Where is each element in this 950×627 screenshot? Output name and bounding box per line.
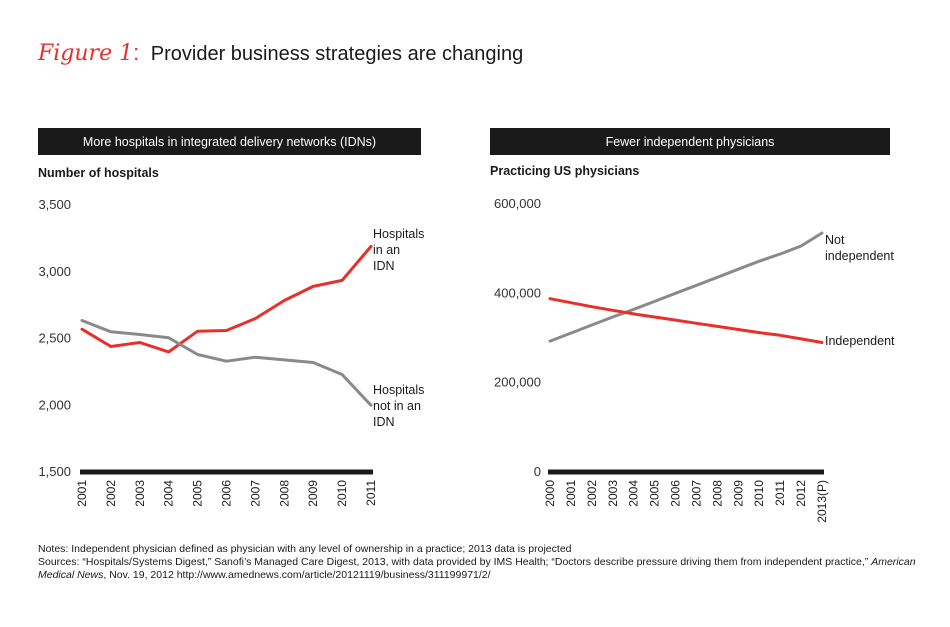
right-x-tick-label: 2010 xyxy=(752,480,766,507)
left-x-tick-label: 2001 xyxy=(75,480,89,507)
left-series-line-2 xyxy=(80,319,373,407)
left-x-tick-label: 2008 xyxy=(277,480,291,507)
left-y-tick-label: 3,500 xyxy=(38,197,71,212)
left-x-tick-label: 2010 xyxy=(335,480,349,507)
left-series-label-line: Hospitals xyxy=(373,383,424,397)
right-x-tick-label: 2013(P) xyxy=(815,480,829,523)
right-series-label-line: Not xyxy=(825,233,845,247)
right-series-line-2 xyxy=(548,297,824,344)
left-x-tick-label: 2011 xyxy=(364,480,378,506)
right-y-tick-label: 400,000 xyxy=(494,285,541,300)
left-y-tick-label: 3,000 xyxy=(38,264,71,279)
right-panel-header: Fewer independent physicians xyxy=(490,128,890,155)
left-x-tick-label: 2002 xyxy=(104,480,118,507)
right-y-tick-label: 200,000 xyxy=(494,375,541,390)
right-series-label-line: Independent xyxy=(825,334,895,348)
right-x-tick-label: 2006 xyxy=(669,480,683,507)
figure-colon: : xyxy=(133,40,140,65)
right-x-tick-label: 2012 xyxy=(794,480,808,507)
left-series-label-line: IDN xyxy=(373,415,395,429)
notes: Notes: Independent physician defined as … xyxy=(38,543,918,582)
left-series-label-line: Hospitals xyxy=(373,227,424,241)
notes-line: Notes: Independent physician defined as … xyxy=(38,543,572,555)
left-y-tick-label: 1,500 xyxy=(38,464,71,479)
left-y-tick-label: 2,000 xyxy=(38,397,71,412)
left-x-tick-label: 2006 xyxy=(220,480,234,507)
right-x-tick-label: 2003 xyxy=(606,480,620,507)
left-y-tick-label: 2,500 xyxy=(38,331,71,346)
left-series-line-1 xyxy=(80,244,373,354)
right-x-tick-label: 2009 xyxy=(731,480,745,507)
figure-title: Figure 1: Provider business strategies a… xyxy=(38,40,523,66)
sources-text: Sources: “Hospitals/Systems Digest,” San… xyxy=(38,556,872,568)
right-series-label-line: independent xyxy=(825,249,894,263)
right-y-tick-label: 0 xyxy=(534,464,541,479)
left-series-label-1: Hospitals in an IDN xyxy=(373,227,424,273)
left-x-tick-label: 2004 xyxy=(162,480,176,507)
right-series-label-1: Not independent xyxy=(825,233,894,263)
right-x-tick-label: 2011 xyxy=(773,480,787,506)
left-series-label-line: not in an xyxy=(373,399,421,413)
left-x-tick-label: 2003 xyxy=(133,480,147,507)
left-panel-header: More hospitals in integrated delivery ne… xyxy=(38,128,421,155)
right-x-tick-label: 2004 xyxy=(627,480,641,507)
figure-label: Figure 1 xyxy=(38,41,134,66)
left-series-label-line: in an xyxy=(373,243,400,257)
right-x-tick-label: 2002 xyxy=(585,480,599,507)
right-x-tick-label: 2000 xyxy=(543,480,557,507)
left-x-tick-label: 2009 xyxy=(306,480,320,507)
left-series-label-line: IDN xyxy=(373,259,395,273)
right-x-tick-label: 2008 xyxy=(710,480,724,507)
right-y-axis-title: Practicing US physicians xyxy=(490,164,640,178)
figure-title-text: Provider business strategies are changin… xyxy=(150,43,524,65)
right-y-tick-label: 600,000 xyxy=(494,196,541,211)
left-y-axis-title: Number of hospitals xyxy=(38,166,159,180)
sources-text-end: , Nov. 19, 2012 http://www.amednews.com/… xyxy=(103,569,491,581)
right-x-tick-label: 2007 xyxy=(689,480,703,507)
right-series-line-1 xyxy=(548,231,824,343)
left-x-tick-label: 2007 xyxy=(248,480,262,507)
right-series-label-2: Independent xyxy=(825,334,895,348)
left-x-tick-label: 2005 xyxy=(191,480,205,507)
sources-line: Sources: “Hospitals/Systems Digest,” San… xyxy=(38,556,918,582)
sources-publication: American Medical News xyxy=(38,556,916,581)
left-series-label-2: Hospitals not in an IDN xyxy=(373,383,424,429)
right-x-tick-label: 2001 xyxy=(564,480,578,507)
right-x-tick-label: 2005 xyxy=(648,480,662,507)
